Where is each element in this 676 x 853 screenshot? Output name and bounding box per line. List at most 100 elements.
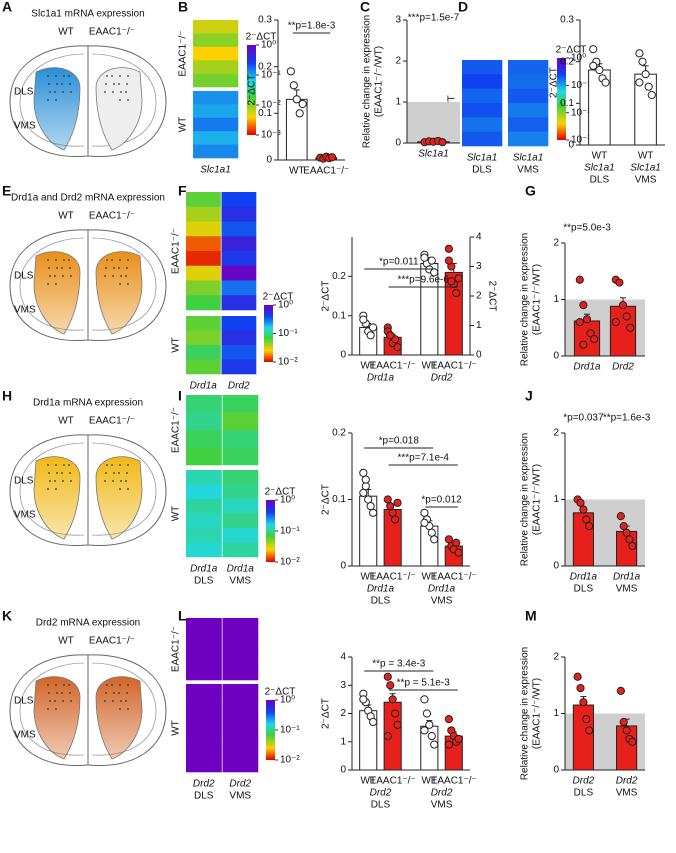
group-label: Drd1a xyxy=(367,584,395,595)
data-point xyxy=(447,277,456,286)
dot xyxy=(119,99,121,101)
dot xyxy=(111,684,113,686)
heatmap-cell xyxy=(222,684,259,699)
dot xyxy=(70,700,72,702)
schematic: Slc1a1 mRNA expression WT EAAC1⁻/⁻ DLS VMS xyxy=(9,9,167,158)
colorbar xyxy=(264,305,273,362)
dot xyxy=(112,480,114,482)
data-point xyxy=(359,695,368,704)
dot xyxy=(69,267,71,269)
schematic: Drd1a mRNA expression WT EAAC1⁻/⁻ DLS VMS xyxy=(9,398,167,547)
data-point xyxy=(573,672,582,681)
dot xyxy=(62,275,64,277)
heatmap-cell xyxy=(462,60,503,75)
dot xyxy=(111,75,113,77)
colorbar-tick-label: 10⁻² xyxy=(278,357,298,368)
dot xyxy=(68,684,70,686)
data-point xyxy=(369,323,378,332)
dot xyxy=(63,684,65,686)
striatum xyxy=(33,676,81,760)
y2-tick-label: 1 xyxy=(476,320,482,331)
heatmap-cell xyxy=(222,728,259,743)
annotation: **p=1.8e-3 xyxy=(288,21,336,32)
data-point xyxy=(359,315,368,324)
dot xyxy=(118,267,120,269)
data-point xyxy=(582,315,592,324)
heatmap-cell xyxy=(186,742,222,758)
data-point xyxy=(361,482,370,491)
heatmap-cell xyxy=(193,46,239,61)
ko-group-label: EAAC1⁻/⁻ xyxy=(171,626,182,672)
data-point xyxy=(635,78,644,87)
heatmap-cell xyxy=(193,104,239,119)
colorbar xyxy=(247,45,256,135)
heatmap-cell xyxy=(222,430,259,448)
data-point xyxy=(430,268,439,277)
heatmap-cell xyxy=(186,447,222,466)
data-point xyxy=(647,90,656,100)
dot xyxy=(69,472,71,474)
dot xyxy=(47,75,49,77)
wt-label: WT xyxy=(58,416,74,427)
colorbar-tick-label: 10⁻² xyxy=(280,755,300,766)
dot xyxy=(120,480,122,482)
y-axis-label: Relative change in expression xyxy=(520,433,531,566)
dot xyxy=(48,692,50,694)
colorbar-tick-label: 10⁻¹ xyxy=(278,328,298,339)
heatmap-cell xyxy=(186,316,221,331)
data-point xyxy=(359,488,368,497)
y-tick-label: 0 xyxy=(340,350,346,361)
dot xyxy=(104,275,106,277)
heatmap-cell xyxy=(193,20,239,34)
y2-tick-label: 4 xyxy=(476,232,482,243)
data-point xyxy=(391,709,400,718)
y-tick-label: 3 xyxy=(340,680,346,691)
heatmap-cell xyxy=(186,713,222,729)
data-point xyxy=(430,740,439,749)
colorbar xyxy=(266,700,275,760)
data-point xyxy=(444,244,453,253)
dot xyxy=(62,480,64,482)
dot xyxy=(61,472,63,474)
y-axis-label: Relative change in expression xyxy=(362,15,373,148)
heatmap-cell xyxy=(222,513,259,529)
data-point xyxy=(369,717,378,727)
heatmap-cell xyxy=(193,117,239,132)
heatmap-cell xyxy=(222,395,259,413)
dot xyxy=(105,472,107,474)
data-point xyxy=(589,61,598,70)
heatmap-cell xyxy=(186,236,221,252)
data-point xyxy=(644,82,653,91)
group-label: DLS xyxy=(574,584,594,595)
heatmap-cell xyxy=(193,60,239,74)
x-tick-label: Drd2 xyxy=(612,362,634,373)
group-label: Slc1a1 xyxy=(584,163,615,174)
annotation: **p = 3.4e-3 xyxy=(372,659,426,670)
annotation: ***p=9.6e-6 xyxy=(398,275,450,286)
dot xyxy=(70,480,72,482)
group-label: VMS xyxy=(616,584,638,595)
column-label: VMS xyxy=(229,576,251,587)
x-tick-label: WT xyxy=(638,151,654,162)
heatmap-cell xyxy=(508,103,549,118)
heatmap-cell xyxy=(508,74,549,89)
dot xyxy=(55,283,57,285)
dot xyxy=(47,283,49,285)
y-tick-label: 0 xyxy=(553,765,559,776)
dot xyxy=(70,275,72,277)
column-label: VMS xyxy=(517,165,539,176)
heatmap-cell xyxy=(222,484,259,500)
dot xyxy=(104,700,106,702)
dot xyxy=(119,684,121,686)
dot xyxy=(55,684,57,686)
y-tick-label: 0.2 xyxy=(258,61,272,72)
colorbar-tick-label: 10⁰ xyxy=(261,40,276,51)
heatmap-cell xyxy=(221,221,257,237)
heatmap-cell xyxy=(186,412,222,431)
dot xyxy=(61,83,63,85)
heatmap-cell xyxy=(221,359,257,375)
dot xyxy=(113,472,115,474)
group-label: Drd1a xyxy=(428,584,456,595)
data-point xyxy=(366,331,375,340)
y-axis-label: (EAAC1⁻/⁻/WT) xyxy=(532,678,543,749)
